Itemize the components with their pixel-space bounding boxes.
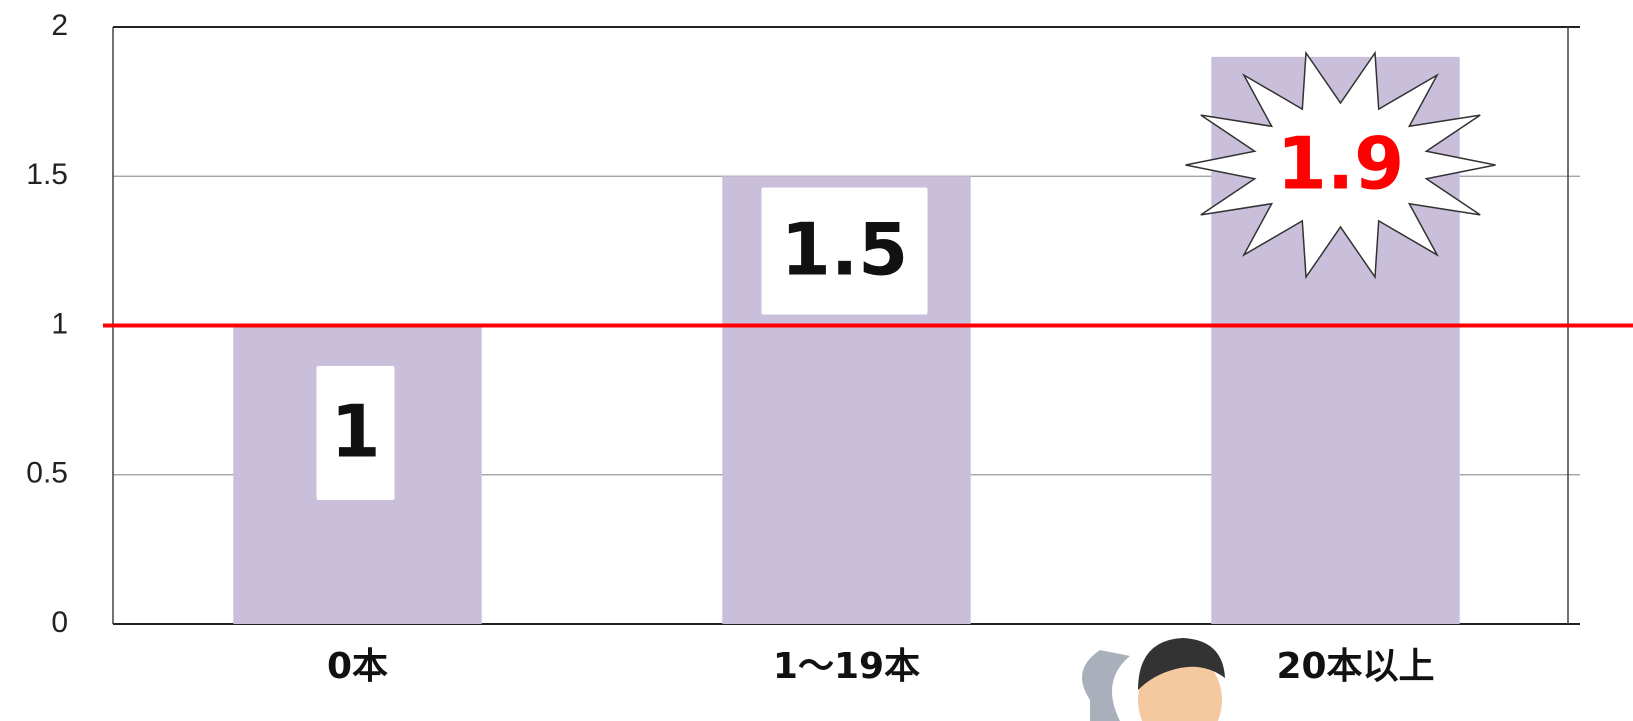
y-tick-label: 1 [51, 307, 68, 340]
smoker-icon [1082, 638, 1225, 721]
x-tick-label: 0本 [327, 646, 388, 687]
y-tick-label: 2 [51, 9, 68, 42]
value-label: 1.9 [1277, 122, 1405, 206]
y-tick-label: 0.5 [26, 457, 68, 490]
value-label: 1.5 [781, 208, 909, 292]
chart: 0 0.5 1 1.5 2 0本 1〜19本 20本以上 1 1.5 1.9 [0, 0, 1633, 721]
y-tick-label: 0 [51, 606, 68, 639]
y-tick-label: 1.5 [26, 158, 68, 191]
x-tick-label: 1〜19本 [773, 646, 920, 687]
value-label: 1 [330, 390, 380, 474]
plot: 0 0.5 1 1.5 2 0本 1〜19本 20本以上 1 1.5 1.9 [26, 9, 1633, 687]
x-tick-label: 20本以上 [1276, 646, 1434, 687]
